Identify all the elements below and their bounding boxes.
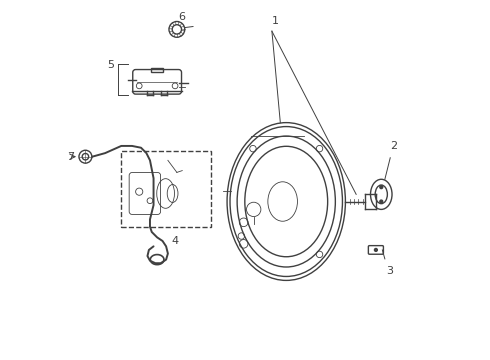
Bar: [151, 68, 163, 72]
Text: 2: 2: [390, 141, 397, 151]
Text: 6: 6: [179, 12, 186, 22]
Text: 7: 7: [68, 152, 74, 162]
Text: 3: 3: [387, 266, 393, 276]
Text: 4: 4: [172, 235, 179, 246]
Circle shape: [380, 200, 383, 203]
Circle shape: [374, 248, 377, 251]
Bar: [122, 151, 211, 226]
Text: 5: 5: [107, 60, 114, 70]
Text: 1: 1: [272, 16, 279, 26]
Circle shape: [380, 186, 383, 189]
